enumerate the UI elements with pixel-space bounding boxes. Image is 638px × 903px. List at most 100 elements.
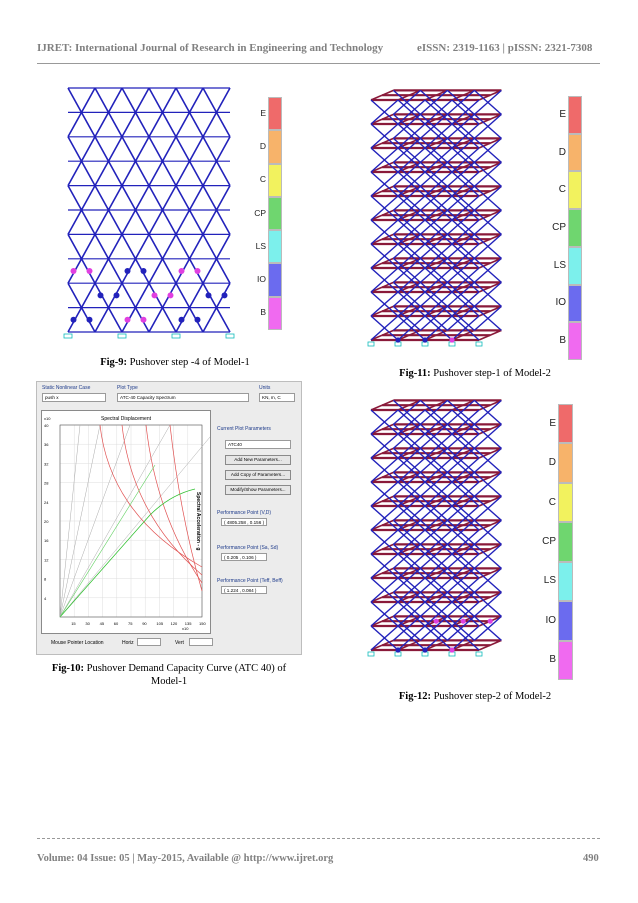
scale-label: E bbox=[559, 108, 566, 120]
x-tick-label: 60 bbox=[114, 621, 119, 626]
x-tick-label: 150 bbox=[199, 621, 206, 626]
y-tick-label: 40 bbox=[44, 423, 49, 428]
issn: eISSN: 2319-1163 | pISSN: 2321-7308 bbox=[417, 42, 593, 54]
scale-label: C bbox=[259, 174, 266, 185]
fig10-label: Fig-10: bbox=[51, 663, 84, 674]
journal-title: IJRET: International Journal of Research… bbox=[37, 42, 384, 54]
fig11-label: Fig-11: bbox=[399, 368, 431, 379]
fig11-caption: Fig-11: Pushover step-1 of Model-2 bbox=[390, 367, 560, 380]
pp-vd-label: Performance Point (V,D) bbox=[217, 510, 272, 516]
y-axis-label: Spectral Acceleration - g bbox=[195, 492, 201, 551]
scale-label: B bbox=[559, 335, 566, 347]
scale-label: LS bbox=[553, 259, 566, 271]
x-tick-label: 135 bbox=[185, 621, 192, 626]
footer-link[interactable]: http://www.ijret.org bbox=[243, 853, 334, 864]
vert-label: Vert bbox=[175, 640, 184, 646]
scale-segment bbox=[558, 522, 573, 562]
scale-segment bbox=[568, 246, 582, 285]
scale-segment bbox=[268, 296, 282, 330]
scale-segment bbox=[268, 196, 282, 231]
x-tick-label: 45 bbox=[100, 621, 105, 626]
scale-segment bbox=[268, 230, 282, 264]
fig9-scale bbox=[268, 97, 282, 330]
pp-vd-value: ( 4805.258 , 0.156 ) bbox=[221, 518, 267, 526]
scale-label: B bbox=[549, 654, 556, 666]
scale-label: E bbox=[549, 417, 556, 429]
scale-label: C bbox=[548, 496, 556, 508]
units-label: Units bbox=[259, 385, 271, 391]
scale-label: D bbox=[259, 140, 266, 151]
fig11-scale-labels: E D C CP LS IO B bbox=[548, 96, 566, 360]
pp-sasd-value: ( 0.205 , 0.106 ) bbox=[221, 553, 267, 561]
fig11-text: Pushover step-1 of Model-2 bbox=[430, 368, 551, 379]
x-tick-label: 75 bbox=[128, 621, 133, 626]
scale-segment bbox=[558, 561, 573, 602]
x-tick-label: 120 bbox=[171, 621, 178, 626]
scale-segment bbox=[568, 209, 582, 247]
mouse-location-label: Mouse Pointer Location bbox=[51, 640, 104, 646]
pp-sasd-label: Performance Point (Sa, Sd) bbox=[217, 545, 279, 551]
scale-segment bbox=[268, 163, 282, 197]
page-number: 490 bbox=[583, 853, 599, 864]
scale-label: C bbox=[558, 184, 566, 196]
scale-segment bbox=[558, 601, 573, 641]
footer-volume: Volume: 04 Issue: 05 | May-2015, Availab… bbox=[37, 853, 333, 864]
x-tick-label: 105 bbox=[156, 621, 163, 626]
scale-label: IO bbox=[555, 297, 566, 309]
y-tick-label: 4 bbox=[44, 596, 47, 601]
x-tick-label: 30 bbox=[85, 621, 90, 626]
fig11-frame-image bbox=[367, 89, 502, 347]
header-rule bbox=[37, 63, 600, 64]
scale-segment bbox=[268, 263, 282, 297]
y-tick-label: 12 bbox=[44, 557, 49, 562]
scale-segment bbox=[268, 97, 282, 131]
pp-teff-label: Performance Point (Teff, Beff) bbox=[217, 578, 283, 584]
scale-label: CP bbox=[542, 536, 556, 547]
y-exponent: x10 bbox=[44, 416, 51, 421]
fig9-label: Fig-9: bbox=[100, 357, 128, 368]
pushover-curve-dialog: Static Nonlinear Case push x Plot Type A… bbox=[36, 381, 302, 655]
footer-text: Volume: 04 Issue: 05 | May-2015, Availab… bbox=[37, 853, 244, 864]
y-tick-label: 36 bbox=[44, 442, 49, 447]
current-plot-params-label: Current Plot Parameters bbox=[217, 426, 271, 432]
plot-type-select[interactable]: ATC-40 Capacity Spectrum bbox=[117, 393, 249, 402]
add-copy-params-button[interactable]: Add Copy of Parameters... bbox=[225, 470, 291, 480]
scale-segment bbox=[268, 130, 282, 164]
scale-label: CP bbox=[254, 207, 266, 218]
add-new-params-button[interactable]: Add New Parameters... bbox=[225, 455, 291, 465]
capacity-spectrum-plot: Spectral Displacement x10 40 36 32 28 24 20 16… bbox=[41, 410, 221, 634]
scale-segment bbox=[568, 322, 582, 360]
footer-rule bbox=[37, 838, 600, 839]
capacity-spectrum-chart: Spectral Displacement x10 40 36 32 28 24 20 16… bbox=[44, 416, 221, 631]
pp-teff-value: ( 1.224 , 0.084 ) bbox=[221, 586, 267, 594]
scale-label: IO bbox=[257, 274, 266, 285]
horiz-label: Horiz bbox=[122, 640, 134, 646]
scale-segment bbox=[568, 133, 582, 172]
fig9-text: Pushover step -4 of Model-1 bbox=[127, 357, 250, 368]
scale-label: LS bbox=[255, 240, 266, 251]
plot-title: Spectral Displacement bbox=[101, 416, 152, 422]
fig12-text: Pushover step-2 of Model-2 bbox=[430, 691, 552, 702]
y-tick-label: 24 bbox=[44, 500, 49, 505]
scale-segment bbox=[558, 404, 573, 444]
x-exponent: x10 bbox=[182, 626, 189, 631]
fig12-frame-image bbox=[367, 399, 502, 657]
units-select[interactable]: KN, m, C bbox=[259, 393, 295, 402]
x-tick-label: 15 bbox=[71, 621, 76, 626]
scale-segment bbox=[568, 96, 582, 134]
case-select[interactable]: push x bbox=[42, 393, 106, 402]
scale-segment bbox=[558, 640, 573, 680]
plot-type-label: Plot Type bbox=[117, 385, 138, 391]
fig9-caption: Fig-9: Pushover step -4 of Model-1 bbox=[80, 356, 270, 369]
horiz-field bbox=[137, 638, 161, 646]
case-label: Static Nonlinear Case bbox=[42, 385, 91, 391]
scale-label: LS bbox=[543, 575, 556, 587]
y-tick-label: 8 bbox=[44, 577, 47, 582]
fig9-frame-image bbox=[63, 87, 235, 339]
scale-segment bbox=[568, 171, 582, 210]
scale-label: D bbox=[548, 457, 556, 469]
scale-label: CP bbox=[552, 222, 566, 233]
param-select[interactable]: ATC40 bbox=[225, 440, 291, 449]
modify-params-button[interactable]: Modify/Show Parameters... bbox=[225, 485, 291, 495]
fig11-scale bbox=[568, 96, 582, 360]
